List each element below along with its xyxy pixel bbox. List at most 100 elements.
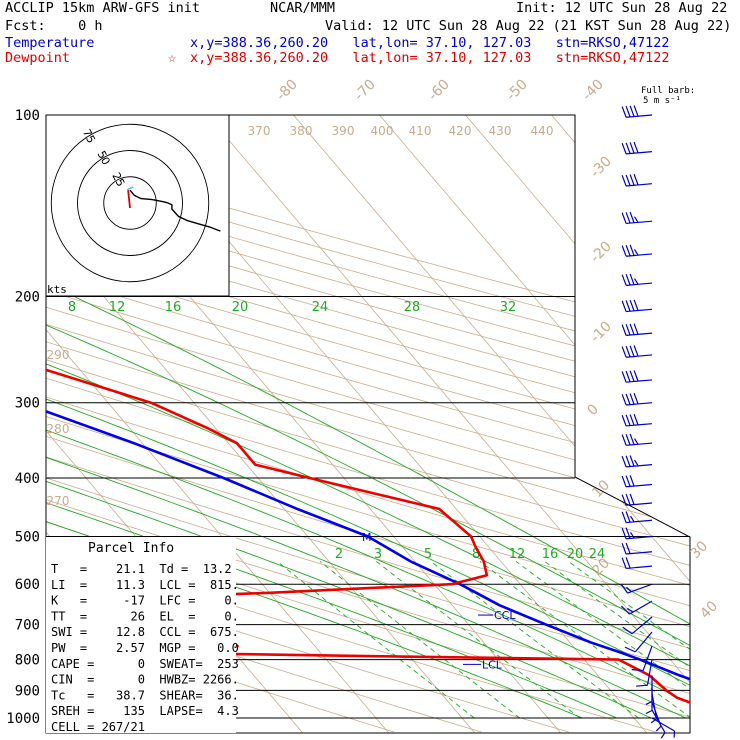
isotherm-label: -80 bbox=[273, 76, 300, 103]
wind-barb-flag bbox=[625, 494, 631, 506]
wind-barb-flag bbox=[625, 511, 631, 523]
hodograph-ring-label: 25 bbox=[109, 170, 127, 188]
barb-legend-title: Full barb: bbox=[641, 86, 696, 96]
barb-legend-unit: 5 m s⁻¹ bbox=[643, 96, 681, 106]
wind-barb-flag bbox=[625, 212, 631, 224]
wind-barb-flag bbox=[621, 557, 627, 569]
wind-barb-flag bbox=[655, 725, 662, 732]
dry-adiabat-line bbox=[46, 115, 690, 733]
wind-barb-flag bbox=[620, 583, 629, 594]
lcl-label: LCL bbox=[482, 658, 503, 671]
wind-barb-flag bbox=[629, 493, 635, 505]
wind-barb-flag bbox=[625, 274, 631, 286]
wind-barb-flag bbox=[621, 175, 627, 187]
theta-label: 280 bbox=[47, 422, 70, 436]
wind-barb-flag bbox=[631, 669, 644, 672]
wind-barb-flag bbox=[625, 393, 631, 405]
wind-barb-flag bbox=[620, 605, 630, 615]
hodograph-surface-vector bbox=[126, 186, 134, 191]
isotherm-label: -10 bbox=[587, 318, 614, 345]
mixing-ratio-label: 5 bbox=[424, 547, 432, 562]
isotherm-label: -70 bbox=[351, 76, 378, 103]
mixing-ratio-line bbox=[319, 561, 520, 719]
wind-barb-flag bbox=[625, 527, 631, 539]
wind-barb-shaft bbox=[646, 659, 653, 686]
wind-barb-flag bbox=[636, 684, 648, 687]
isotherm-label: 0 bbox=[584, 401, 602, 419]
wind-barb-flag bbox=[633, 174, 639, 186]
pressure-tick-label: 500 bbox=[15, 529, 40, 545]
pressure-tick-label: 200 bbox=[15, 290, 40, 306]
wind-barb-flag bbox=[621, 324, 627, 336]
wind-barb-shaft bbox=[626, 220, 653, 225]
wind-barb-flag bbox=[621, 371, 627, 383]
wind-barb-shaft bbox=[626, 282, 653, 286]
wind-barb-flag bbox=[629, 142, 635, 154]
wind-barb-flag bbox=[621, 245, 627, 257]
wind-barb-shaft bbox=[634, 631, 653, 653]
dry-adiabat-line bbox=[46, 115, 690, 733]
dry-adiabat-line bbox=[46, 115, 690, 733]
wind-barb-flag bbox=[629, 414, 635, 426]
wind-barb-flag bbox=[633, 141, 639, 154]
isotherm-line bbox=[194, 115, 690, 733]
wind-barb-shaft bbox=[626, 151, 653, 155]
wind-barb-flag bbox=[629, 455, 635, 467]
parcel-info-row: T = 21.1 Td = 13.2 bbox=[51, 562, 232, 576]
pressure-tick-label: 700 bbox=[15, 618, 40, 634]
theta-label: 290 bbox=[47, 348, 70, 362]
wind-barb-flag bbox=[621, 543, 627, 555]
wind-barb-shaft bbox=[626, 423, 653, 427]
theta-label: 270 bbox=[47, 494, 70, 508]
wind-barb-flag bbox=[625, 414, 631, 426]
wind-barb-flag bbox=[625, 142, 631, 154]
mixing-ratio-line bbox=[479, 561, 690, 719]
wind-barb-flag bbox=[621, 346, 627, 358]
hodograph-box bbox=[45, 114, 230, 297]
wind-barb-flag bbox=[625, 455, 631, 467]
wind-barb-flag bbox=[625, 300, 631, 312]
wind-barb-flag bbox=[625, 542, 631, 554]
wind-barb-flag bbox=[621, 455, 627, 468]
wind-barb-flag bbox=[622, 626, 633, 635]
theta-label: 400 bbox=[371, 124, 394, 138]
theta-label: 410 bbox=[409, 124, 432, 138]
wind-barb-flag bbox=[625, 345, 631, 358]
pressure-tick-label: 900 bbox=[15, 683, 40, 699]
wind-barb-flag bbox=[621, 475, 627, 487]
wind-barb-flag bbox=[630, 532, 635, 539]
temperature-station-info: x,y=388.36,260.20 lat,lon= 37.10, 127.03… bbox=[190, 35, 670, 51]
model-title: ACCLIP 15km ARW-GFS init bbox=[5, 0, 201, 16]
mixing-ratio-line bbox=[277, 561, 475, 719]
dry-adiabat-line bbox=[46, 115, 690, 733]
wind-barb-flag bbox=[621, 300, 627, 312]
parcel-info-row: CAPE = 0 SWEAT= 253 bbox=[51, 657, 239, 671]
wind-barb-shaft bbox=[651, 717, 675, 732]
moist-adiabat-label: 16 bbox=[165, 300, 182, 315]
theta-label: 430 bbox=[489, 124, 512, 138]
wind-barb-shaft bbox=[626, 442, 653, 446]
wind-barb-flag bbox=[625, 434, 631, 446]
wind-barb-shaft bbox=[626, 551, 653, 555]
dry-adiabat-line bbox=[46, 115, 690, 733]
hodograph-storm-vector bbox=[127, 188, 131, 209]
wind-barb-flag bbox=[627, 607, 634, 613]
wind-barb-shaft bbox=[626, 332, 653, 336]
wind-barb-flag bbox=[633, 299, 639, 311]
wind-barb-flag bbox=[621, 434, 627, 446]
wind-barb-flag bbox=[634, 278, 639, 285]
isotherm-label: 30 bbox=[687, 538, 711, 562]
isotherm-label: -30 bbox=[587, 153, 614, 180]
wind-barb-flag bbox=[621, 511, 627, 523]
isotherm-line bbox=[46, 115, 476, 733]
parcel-info-box bbox=[46, 537, 236, 733]
dewpoint-station-info: x,y=388.36,260.20 lat,lon= 37.10, 127.03… bbox=[190, 50, 670, 66]
wind-barb-flag bbox=[629, 393, 635, 405]
mixing-ratio-label: 16 bbox=[542, 547, 559, 562]
wind-barb-flag bbox=[630, 515, 635, 523]
wind-barb-flag bbox=[633, 393, 639, 405]
wind-barb-flag bbox=[633, 345, 639, 357]
parcel-info-row: K = -17 LFC = 0. bbox=[51, 594, 239, 608]
dry-adiabat-line bbox=[46, 115, 690, 733]
